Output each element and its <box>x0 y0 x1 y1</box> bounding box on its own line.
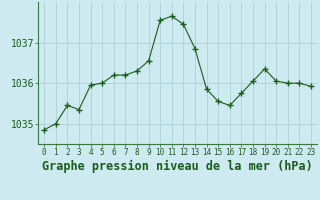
X-axis label: Graphe pression niveau de la mer (hPa): Graphe pression niveau de la mer (hPa) <box>42 160 313 173</box>
